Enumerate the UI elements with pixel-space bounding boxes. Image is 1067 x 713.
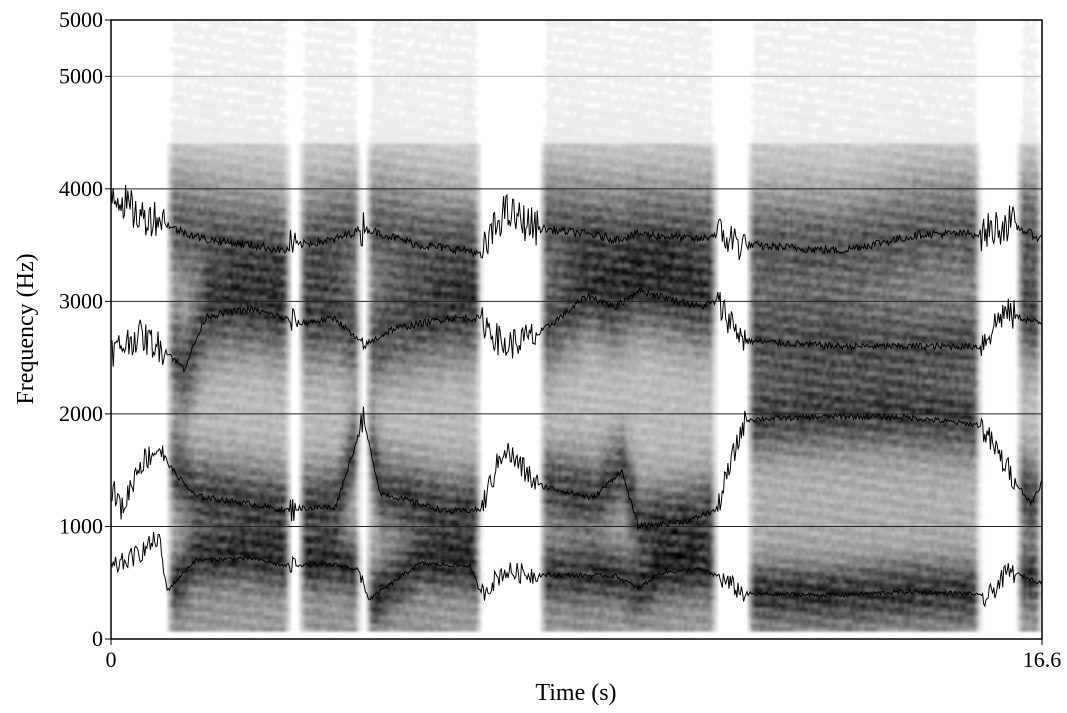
y-tick-label: 3000 (59, 288, 103, 313)
y-axis-title: Frequency (Hz) (13, 253, 39, 404)
x-axis-title: Time (s) (535, 680, 616, 706)
x-tick-label: 16.6 (1023, 647, 1062, 672)
y-tick-label: 5000 (59, 7, 103, 32)
y-tick-label: 5000 (59, 63, 103, 88)
y-tick-label: 0 (92, 626, 103, 651)
y-tick-label: 2000 (59, 401, 103, 426)
x-tick-label: 0 (106, 647, 117, 672)
y-tick-label: 4000 (59, 176, 103, 201)
spectrogram-texture (167, 19, 1044, 632)
y-tick-label: 1000 (59, 513, 103, 538)
spectrogram-image (167, 19, 1044, 632)
